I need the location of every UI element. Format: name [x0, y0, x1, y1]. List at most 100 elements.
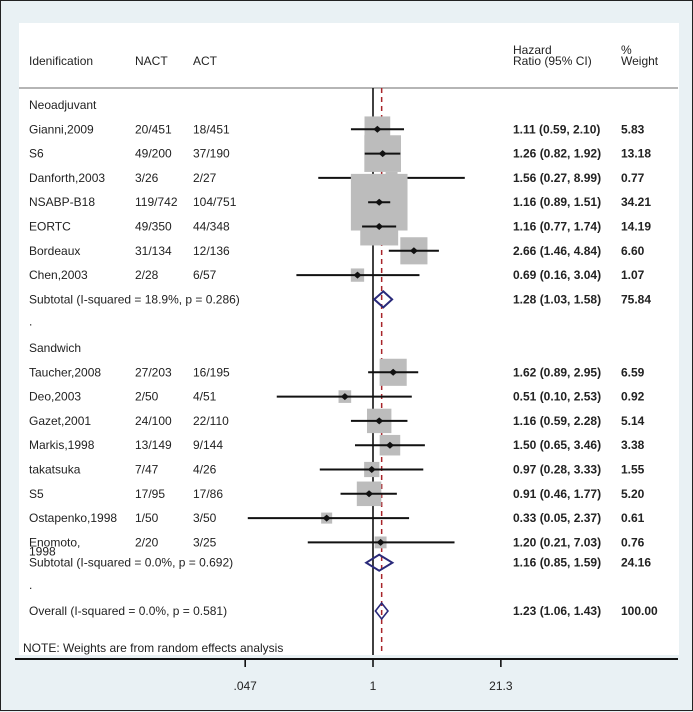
study-name: Gianni,2009 — [29, 122, 94, 136]
study-hr-ci: 1.16 (0.89, 1.51) — [513, 195, 601, 209]
study-weight: 0.61 — [621, 511, 645, 525]
study-hr-ci: 1.56 (0.27, 8.99) — [513, 171, 601, 185]
study-name: takatsuka — [29, 463, 81, 477]
study-name: Danforth,2003 — [29, 171, 105, 185]
study-name: Ostapenko,1998 — [29, 511, 117, 525]
study-act: 18/451 — [193, 122, 230, 136]
study-weight: 13.18 — [621, 147, 651, 161]
header-weight-line1: % — [621, 43, 632, 57]
study-act: 37/190 — [193, 147, 230, 161]
header-hazard-ratio-line1: Hazard — [513, 43, 552, 57]
study-name: Bordeaux — [29, 244, 80, 258]
point-estimate — [375, 223, 384, 230]
study-hr-ci: 0.51 (0.10, 2.53) — [513, 390, 601, 404]
study-weight: 0.76 — [621, 535, 645, 549]
study-name: Enomoto, — [29, 535, 80, 549]
subtotal-weight: 75.84 — [621, 292, 651, 306]
study-weight: 14.19 — [621, 220, 651, 234]
study-weight: 6.59 — [621, 365, 645, 379]
subtotal-label: Subtotal (I-squared = 0.0%, p = 0.692) — [29, 556, 233, 570]
study-hr-ci: 1.16 (0.59, 2.28) — [513, 414, 601, 428]
overall-label: Overall (I-squared = 0.0%, p = 0.581) — [29, 604, 227, 618]
subtotal-hr-ci: 1.28 (1.03, 1.58) — [513, 292, 601, 306]
study-weight: 1.07 — [621, 268, 645, 282]
point-estimate — [340, 393, 349, 401]
study-act: 4/51 — [193, 390, 217, 404]
study-act: 22/110 — [193, 414, 229, 428]
study-nact: 7/47 — [135, 463, 159, 477]
point-estimate — [389, 368, 398, 376]
subtotal-diamond — [372, 290, 394, 309]
study-name-line2: 1998 — [29, 544, 56, 558]
study-weight: 5.20 — [621, 487, 645, 501]
study-nact: 17/95 — [135, 487, 165, 501]
study-nact: 3/26 — [135, 171, 159, 185]
x-tick-label: 1 — [370, 679, 377, 693]
x-tick-label: 21.3 — [489, 679, 513, 693]
study-name: S5 — [29, 487, 44, 501]
point-estimate — [373, 125, 382, 133]
study-hr-ci: 1.26 (0.82, 1.92) — [513, 147, 601, 161]
study-nact: 1/50 — [135, 511, 159, 525]
study-nact: 31/134 — [135, 244, 172, 258]
study-act: 3/50 — [193, 511, 217, 525]
subtotal-label: Subtotal (I-squared = 18.9%, p = 0.286) — [29, 292, 240, 306]
study-act: 17/86 — [193, 487, 223, 501]
x-tick-label: .047 — [234, 679, 258, 693]
header-hazard-ratio-line2: Ratio (95% CI) — [513, 54, 592, 68]
point-estimate — [375, 198, 384, 206]
subtotal-hr-ci: 1.16 (0.85, 1.59) — [513, 556, 601, 570]
study-nact: 24/100 — [135, 414, 172, 428]
study-act: 44/348 — [193, 220, 230, 234]
study-name: Deo,2003 — [29, 390, 81, 404]
study-name: Taucher,2008 — [29, 365, 101, 379]
study-act: 104/751 — [193, 195, 237, 209]
study-nact: 2/20 — [135, 535, 159, 549]
study-hr-ci: 1.16 (0.77, 1.74) — [513, 220, 601, 234]
study-name: Gazet,2001 — [29, 414, 91, 428]
study-hr-ci: 2.66 (1.46, 4.84) — [513, 244, 601, 258]
study-nact: 13/149 — [135, 438, 172, 452]
overall-weight: 100.00 — [621, 604, 658, 618]
study-hr-ci: 1.20 (0.21, 7.03) — [513, 535, 601, 549]
point-estimate — [409, 247, 418, 255]
study-act: 9/144 — [193, 438, 223, 452]
subtotal-diamond — [364, 553, 395, 572]
point-estimate — [353, 271, 362, 279]
header-identification: Idenification — [29, 54, 93, 68]
point-estimate — [375, 417, 384, 425]
study-hr-ci: 0.69 (0.16, 3.04) — [513, 268, 601, 282]
study-name: Markis,1998 — [29, 438, 95, 452]
separator-dot: . — [29, 315, 32, 329]
study-nact: 27/203 — [135, 365, 172, 379]
study-weight: 6.60 — [621, 244, 645, 258]
study-nact: 2/28 — [135, 268, 159, 282]
study-act: 12/136 — [193, 244, 230, 258]
study-act: 3/25 — [193, 535, 217, 549]
header-weight-line2: Weight — [621, 54, 659, 68]
point-estimate — [367, 466, 376, 473]
study-hr-ci: 0.91 (0.46, 1.77) — [513, 487, 601, 501]
study-weight: 3.38 — [621, 438, 645, 452]
study-hr-ci: 1.11 (0.59, 2.10) — [513, 122, 600, 136]
plot-panel — [19, 23, 679, 655]
study-hr-ci: 0.33 (0.05, 2.37) — [513, 511, 601, 525]
header-nact: NACT — [135, 54, 168, 68]
study-nact: 119/742 — [135, 195, 178, 209]
study-act: 4/26 — [193, 463, 217, 477]
study-name: NSABP-B18 — [29, 195, 95, 209]
footnote: NOTE: Weights are from random effects an… — [23, 641, 283, 655]
study-act: 16/195 — [193, 365, 230, 379]
study-nact: 49/200 — [135, 147, 172, 161]
point-estimate — [378, 150, 387, 158]
point-estimate — [385, 441, 394, 449]
study-weight: 5.14 — [621, 414, 645, 428]
study-weight: 34.21 — [621, 195, 651, 209]
study-act: 2/27 — [193, 171, 217, 185]
subtotal-weight: 24.16 — [621, 556, 651, 570]
study-weight: 0.77 — [621, 171, 645, 185]
separator-dot: . — [29, 578, 32, 592]
study-name: Chen,2003 — [29, 268, 88, 282]
